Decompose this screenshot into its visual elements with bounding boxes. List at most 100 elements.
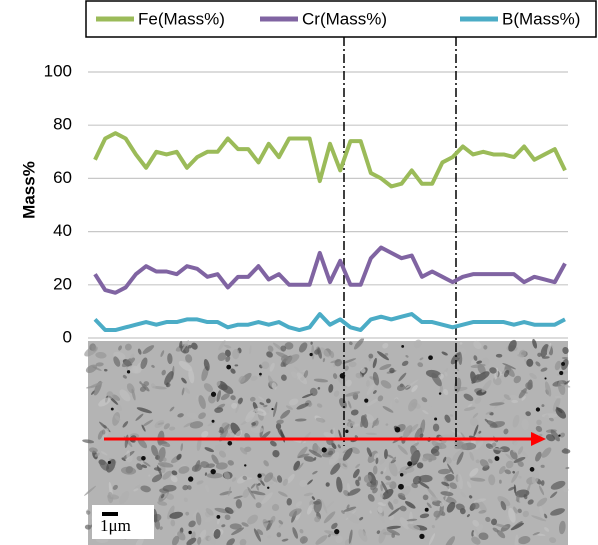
image-grain	[216, 390, 221, 403]
image-grain	[381, 480, 389, 494]
image-grain	[165, 493, 175, 500]
image-grain	[254, 407, 267, 416]
image-grain	[377, 395, 384, 402]
image-pore	[321, 447, 327, 453]
image-grain	[532, 532, 540, 536]
image-grain	[471, 536, 481, 545]
image-grain	[307, 479, 313, 485]
image-grain	[327, 534, 331, 538]
image-grain	[488, 458, 493, 464]
image-grain	[178, 360, 193, 372]
image-grain	[350, 409, 359, 416]
image-grain	[517, 353, 524, 358]
image-grain	[329, 350, 335, 359]
image-grain	[205, 508, 214, 516]
image-pore	[364, 398, 369, 403]
image-grain	[517, 460, 524, 467]
image-grain	[179, 340, 183, 349]
image-grain	[367, 450, 378, 464]
image-grain	[188, 520, 196, 528]
image-pore	[259, 372, 262, 376]
image-grain	[271, 503, 280, 511]
image-grain	[521, 395, 526, 401]
legend-label: Cr(Mass%)	[302, 9, 387, 28]
image-grain	[332, 373, 338, 380]
image-grain	[224, 514, 231, 521]
image-grain	[355, 479, 360, 487]
image-grain	[228, 486, 232, 496]
image-grain	[336, 476, 343, 493]
image-grain	[296, 402, 309, 410]
image-grain	[473, 498, 486, 503]
image-grain	[255, 483, 259, 491]
image-grain	[348, 529, 353, 544]
image-grain	[177, 531, 186, 541]
image-grain	[294, 366, 301, 372]
image-grain	[302, 393, 313, 399]
image-grain	[454, 440, 468, 451]
image-grain	[124, 343, 132, 351]
image-grain	[230, 368, 236, 374]
image-grain	[471, 530, 475, 537]
image-grain	[437, 468, 452, 475]
image-grain	[444, 536, 456, 545]
image-grain	[376, 530, 381, 535]
image-grain	[297, 446, 308, 459]
image-grain	[107, 491, 114, 504]
image-grain	[217, 352, 227, 361]
image-grain	[526, 358, 534, 367]
image-pore	[334, 528, 340, 535]
image-grain	[177, 413, 184, 418]
image-grain	[422, 409, 429, 415]
image-grain	[231, 402, 238, 409]
image-grain	[297, 462, 304, 470]
image-pore	[210, 391, 217, 397]
image-grain	[151, 445, 159, 457]
image-grain	[513, 456, 526, 463]
image-grain	[508, 486, 515, 491]
image-grain	[366, 397, 380, 407]
image-grain	[206, 472, 223, 479]
image-grain	[203, 383, 214, 393]
image-grain	[518, 475, 522, 479]
image-grain	[328, 384, 334, 393]
y-axis-label: Mass%	[19, 161, 38, 219]
image-grain	[286, 405, 293, 410]
image-grain	[118, 345, 122, 351]
image-grain	[372, 465, 378, 475]
image-grain	[328, 450, 334, 456]
image-grain	[444, 414, 451, 423]
image-grain	[308, 402, 313, 407]
image-grain	[514, 534, 519, 545]
image-grain	[391, 456, 397, 464]
image-grain	[523, 494, 528, 500]
image-grain	[189, 421, 204, 429]
image-grain	[357, 476, 362, 482]
image-grain	[512, 470, 516, 474]
image-grain	[535, 451, 542, 462]
image-grain	[183, 422, 193, 428]
image-grain	[563, 487, 569, 493]
image-grain	[245, 409, 256, 423]
image-grain	[337, 444, 341, 449]
image-grain	[539, 485, 545, 496]
image-grain	[263, 404, 268, 408]
series-line	[93, 245, 567, 295]
image-grain	[276, 532, 282, 538]
image-grain	[449, 482, 458, 490]
image-grain	[497, 496, 511, 507]
image-grain	[544, 527, 550, 532]
image-grain	[342, 447, 353, 461]
image-grain	[385, 475, 392, 481]
image-grain	[430, 445, 440, 454]
image-grain	[380, 471, 384, 475]
image-grain	[398, 372, 407, 382]
image-grain	[370, 479, 379, 491]
image-grain	[320, 347, 330, 358]
image-grain	[235, 403, 240, 414]
image-grain	[525, 411, 531, 417]
image-grain	[354, 435, 358, 439]
image-grain	[347, 400, 352, 409]
image-grain	[97, 430, 104, 440]
image-pore	[561, 361, 566, 366]
